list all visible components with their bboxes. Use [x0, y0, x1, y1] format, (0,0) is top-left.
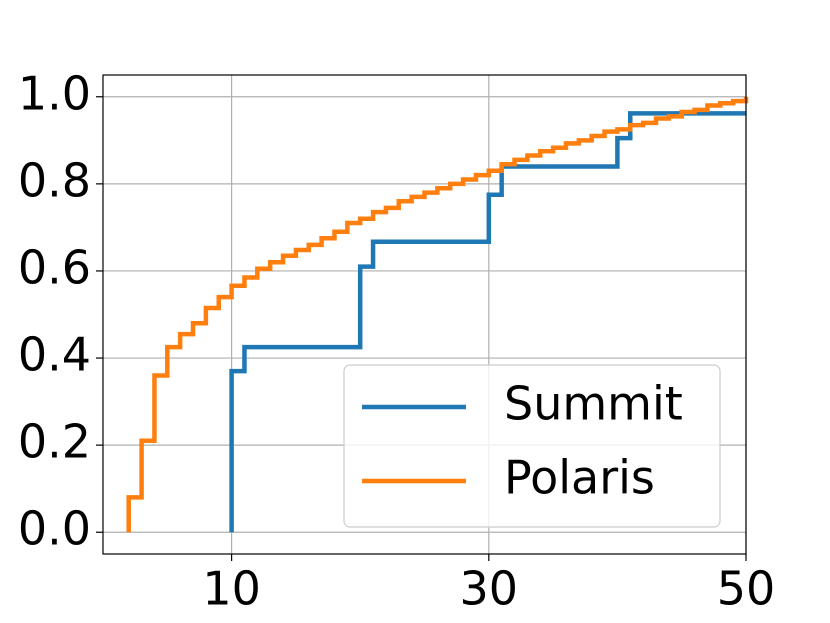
x-tick-label: 10 — [202, 562, 261, 616]
legend-label: Summit — [504, 377, 683, 431]
legend: Summit Polaris — [343, 364, 721, 528]
axes-frame — [102, 74, 747, 555]
y-tick-label: 0.0 — [18, 502, 91, 556]
y-tick-label: 1.0 — [18, 66, 91, 120]
y-tick-label: 0.4 — [18, 328, 91, 382]
y-tick-label: 0.8 — [18, 153, 91, 207]
x-tick-label: 30 — [460, 562, 519, 616]
step-line — [229, 111, 746, 533]
legend-label: Polaris — [504, 451, 655, 505]
x-tick-label: 50 — [717, 562, 776, 616]
y-tick-label: 0.2 — [18, 415, 91, 469]
step-line — [126, 96, 749, 533]
y-tick-label: 0.6 — [18, 240, 91, 294]
